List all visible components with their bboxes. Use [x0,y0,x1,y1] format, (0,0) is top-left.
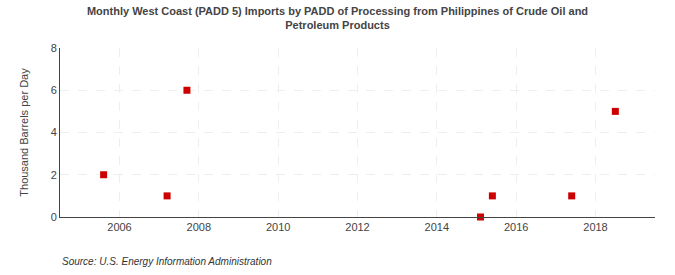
svg-text:Thousand Barrels per Day: Thousand Barrels per Day [18,68,30,197]
svg-text:Monthly West Coast (PADD 5) Im: Monthly West Coast (PADD 5) Imports by P… [87,5,588,31]
svg-text:0: 0 [51,211,57,223]
svg-text:2: 2 [51,169,57,181]
svg-text:2010: 2010 [266,221,290,233]
svg-text:2008: 2008 [187,221,211,233]
svg-text:2016: 2016 [504,221,528,233]
svg-text:2012: 2012 [345,221,369,233]
svg-text:4: 4 [51,126,57,138]
svg-text:Source: U.S. Energy Informatio: Source: U.S. Energy Information Administ… [62,256,272,267]
svg-text:2018: 2018 [583,221,607,233]
svg-text:6: 6 [51,84,57,96]
svg-text:8: 8 [51,42,57,54]
svg-text:2006: 2006 [107,221,131,233]
svg-text:2014: 2014 [425,221,449,233]
